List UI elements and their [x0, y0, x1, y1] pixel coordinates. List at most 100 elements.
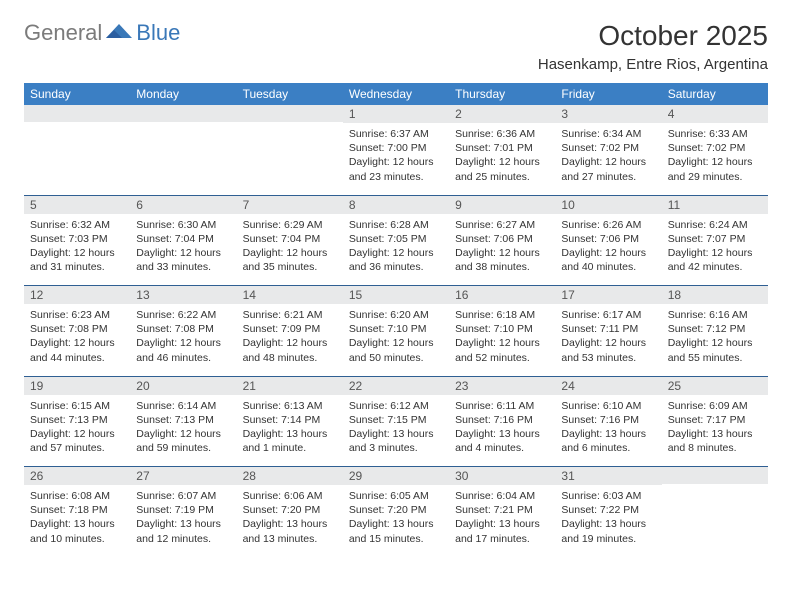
sunset-text: Sunset: 7:21 PM: [455, 503, 549, 517]
day-number: 28: [237, 467, 343, 486]
daylight-text: Daylight: 12 hours and 25 minutes.: [455, 155, 549, 183]
sunrise-text: Sunrise: 6:36 AM: [455, 127, 549, 141]
sunrise-text: Sunrise: 6:37 AM: [349, 127, 443, 141]
sunrise-text: Sunrise: 6:30 AM: [136, 218, 230, 232]
day-details: Sunrise: 6:24 AMSunset: 7:07 PMDaylight:…: [662, 215, 768, 281]
calendar-day-cell: 15Sunrise: 6:20 AMSunset: 7:10 PMDayligh…: [343, 286, 449, 376]
daylight-text: Daylight: 13 hours and 19 minutes.: [561, 517, 655, 545]
day-number: [130, 105, 236, 123]
calendar-day-cell: 4Sunrise: 6:33 AMSunset: 7:02 PMDaylight…: [662, 105, 768, 195]
sunrise-text: Sunrise: 6:03 AM: [561, 489, 655, 503]
daylight-text: Daylight: 12 hours and 33 minutes.: [136, 246, 230, 274]
weekday-header: Wednesday: [343, 83, 449, 105]
calendar-day-cell: [237, 105, 343, 195]
calendar-week-row: 19Sunrise: 6:15 AMSunset: 7:13 PMDayligh…: [24, 377, 768, 467]
sunset-text: Sunset: 7:12 PM: [668, 322, 762, 336]
calendar-day-cell: 10Sunrise: 6:26 AMSunset: 7:06 PMDayligh…: [555, 196, 661, 286]
daylight-text: Daylight: 12 hours and 44 minutes.: [30, 336, 124, 364]
day-number: 6: [130, 196, 236, 215]
daylight-text: Daylight: 12 hours and 36 minutes.: [349, 246, 443, 274]
daylight-text: Daylight: 12 hours and 50 minutes.: [349, 336, 443, 364]
location: Hasenkamp, Entre Rios, Argentina: [538, 56, 768, 73]
day-details: Sunrise: 6:04 AMSunset: 7:21 PMDaylight:…: [449, 486, 555, 552]
calendar-week-row: 26Sunrise: 6:08 AMSunset: 7:18 PMDayligh…: [24, 467, 768, 557]
sunrise-text: Sunrise: 6:14 AM: [136, 399, 230, 413]
sunset-text: Sunset: 7:02 PM: [561, 141, 655, 155]
sunset-text: Sunset: 7:01 PM: [455, 141, 549, 155]
daylight-text: Daylight: 12 hours and 55 minutes.: [668, 336, 762, 364]
daylight-text: Daylight: 12 hours and 59 minutes.: [136, 427, 230, 455]
sunrise-text: Sunrise: 6:33 AM: [668, 127, 762, 141]
calendar-day-cell: [24, 105, 130, 195]
weekday-header: Sunday: [24, 83, 130, 105]
sunset-text: Sunset: 7:10 PM: [455, 322, 549, 336]
sunrise-text: Sunrise: 6:13 AM: [243, 399, 337, 413]
calendar-day-cell: 26Sunrise: 6:08 AMSunset: 7:18 PMDayligh…: [24, 467, 130, 557]
day-number: 12: [24, 286, 130, 305]
daylight-text: Daylight: 13 hours and 4 minutes.: [455, 427, 549, 455]
calendar-day-cell: 14Sunrise: 6:21 AMSunset: 7:09 PMDayligh…: [237, 286, 343, 376]
day-details: Sunrise: 6:33 AMSunset: 7:02 PMDaylight:…: [662, 124, 768, 190]
daylight-text: Daylight: 12 hours and 31 minutes.: [30, 246, 124, 274]
sunrise-text: Sunrise: 6:07 AM: [136, 489, 230, 503]
sunset-text: Sunset: 7:11 PM: [561, 322, 655, 336]
sunrise-text: Sunrise: 6:34 AM: [561, 127, 655, 141]
day-details: Sunrise: 6:30 AMSunset: 7:04 PMDaylight:…: [130, 215, 236, 281]
day-details: Sunrise: 6:10 AMSunset: 7:16 PMDaylight:…: [555, 396, 661, 462]
sunset-text: Sunset: 7:00 PM: [349, 141, 443, 155]
day-number: 23: [449, 377, 555, 396]
weekday-header: Thursday: [449, 83, 555, 105]
day-number: [24, 105, 130, 123]
day-details: Sunrise: 6:15 AMSunset: 7:13 PMDaylight:…: [24, 396, 130, 462]
daylight-text: Daylight: 13 hours and 10 minutes.: [30, 517, 124, 545]
day-number: [237, 105, 343, 123]
weekday-header-row: Sunday Monday Tuesday Wednesday Thursday…: [24, 83, 768, 105]
sunset-text: Sunset: 7:07 PM: [668, 232, 762, 246]
calendar-day-cell: 17Sunrise: 6:17 AMSunset: 7:11 PMDayligh…: [555, 286, 661, 376]
day-number: 24: [555, 377, 661, 396]
day-number: 7: [237, 196, 343, 215]
day-details: Sunrise: 6:08 AMSunset: 7:18 PMDaylight:…: [24, 486, 130, 552]
day-details: Sunrise: 6:27 AMSunset: 7:06 PMDaylight:…: [449, 215, 555, 281]
sunset-text: Sunset: 7:06 PM: [455, 232, 549, 246]
calendar-day-cell: 31Sunrise: 6:03 AMSunset: 7:22 PMDayligh…: [555, 467, 661, 557]
day-number: 16: [449, 286, 555, 305]
daylight-text: Daylight: 13 hours and 3 minutes.: [349, 427, 443, 455]
calendar-day-cell: 12Sunrise: 6:23 AMSunset: 7:08 PMDayligh…: [24, 286, 130, 376]
day-number: 14: [237, 286, 343, 305]
logo-text-blue: Blue: [136, 20, 180, 46]
day-details: Sunrise: 6:32 AMSunset: 7:03 PMDaylight:…: [24, 215, 130, 281]
calendar-day-cell: 28Sunrise: 6:06 AMSunset: 7:20 PMDayligh…: [237, 467, 343, 557]
day-number: 20: [130, 377, 236, 396]
sunrise-text: Sunrise: 6:15 AM: [30, 399, 124, 413]
calendar-week-row: 1Sunrise: 6:37 AMSunset: 7:00 PMDaylight…: [24, 105, 768, 195]
daylight-text: Daylight: 13 hours and 15 minutes.: [349, 517, 443, 545]
sunrise-text: Sunrise: 6:16 AM: [668, 308, 762, 322]
weekday-header: Saturday: [662, 83, 768, 105]
daylight-text: Daylight: 13 hours and 1 minute.: [243, 427, 337, 455]
day-number: 18: [662, 286, 768, 305]
calendar-day-cell: 13Sunrise: 6:22 AMSunset: 7:08 PMDayligh…: [130, 286, 236, 376]
calendar-day-cell: 23Sunrise: 6:11 AMSunset: 7:16 PMDayligh…: [449, 377, 555, 467]
day-details: Sunrise: 6:07 AMSunset: 7:19 PMDaylight:…: [130, 486, 236, 552]
calendar-day-cell: 7Sunrise: 6:29 AMSunset: 7:04 PMDaylight…: [237, 196, 343, 286]
weekday-header: Tuesday: [237, 83, 343, 105]
daylight-text: Daylight: 12 hours and 42 minutes.: [668, 246, 762, 274]
day-number: [662, 467, 768, 485]
weekday-header: Monday: [130, 83, 236, 105]
day-number: 30: [449, 467, 555, 486]
day-number: 19: [24, 377, 130, 396]
day-details: Sunrise: 6:13 AMSunset: 7:14 PMDaylight:…: [237, 396, 343, 462]
sunset-text: Sunset: 7:03 PM: [30, 232, 124, 246]
day-number: 10: [555, 196, 661, 215]
sunset-text: Sunset: 7:09 PM: [243, 322, 337, 336]
daylight-text: Daylight: 13 hours and 6 minutes.: [561, 427, 655, 455]
calendar-day-cell: 27Sunrise: 6:07 AMSunset: 7:19 PMDayligh…: [130, 467, 236, 557]
sunset-text: Sunset: 7:08 PM: [30, 322, 124, 336]
day-details: Sunrise: 6:03 AMSunset: 7:22 PMDaylight:…: [555, 486, 661, 552]
calendar-day-cell: 21Sunrise: 6:13 AMSunset: 7:14 PMDayligh…: [237, 377, 343, 467]
calendar-day-cell: 6Sunrise: 6:30 AMSunset: 7:04 PMDaylight…: [130, 196, 236, 286]
sunrise-text: Sunrise: 6:24 AM: [668, 218, 762, 232]
sunset-text: Sunset: 7:18 PM: [30, 503, 124, 517]
daylight-text: Daylight: 13 hours and 8 minutes.: [668, 427, 762, 455]
